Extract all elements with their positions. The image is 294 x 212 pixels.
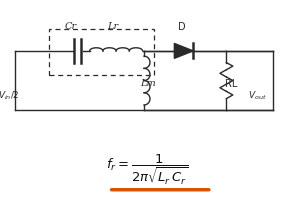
- Text: RL: RL: [225, 79, 237, 89]
- Text: Lm: Lm: [141, 79, 156, 88]
- Text: D: D: [178, 21, 186, 32]
- Text: $V_{in}/2$: $V_{in}/2$: [0, 89, 20, 102]
- Text: Lr: Lr: [108, 22, 119, 31]
- Polygon shape: [174, 43, 193, 58]
- Text: $f_r = \dfrac{1}{2\pi\sqrt{L_r\,C_r}}$: $f_r = \dfrac{1}{2\pi\sqrt{L_r\,C_r}}$: [106, 152, 188, 187]
- Text: Cr: Cr: [64, 22, 77, 31]
- Text: $V_{out}$: $V_{out}$: [248, 89, 267, 102]
- Bar: [49, 29, 154, 75]
